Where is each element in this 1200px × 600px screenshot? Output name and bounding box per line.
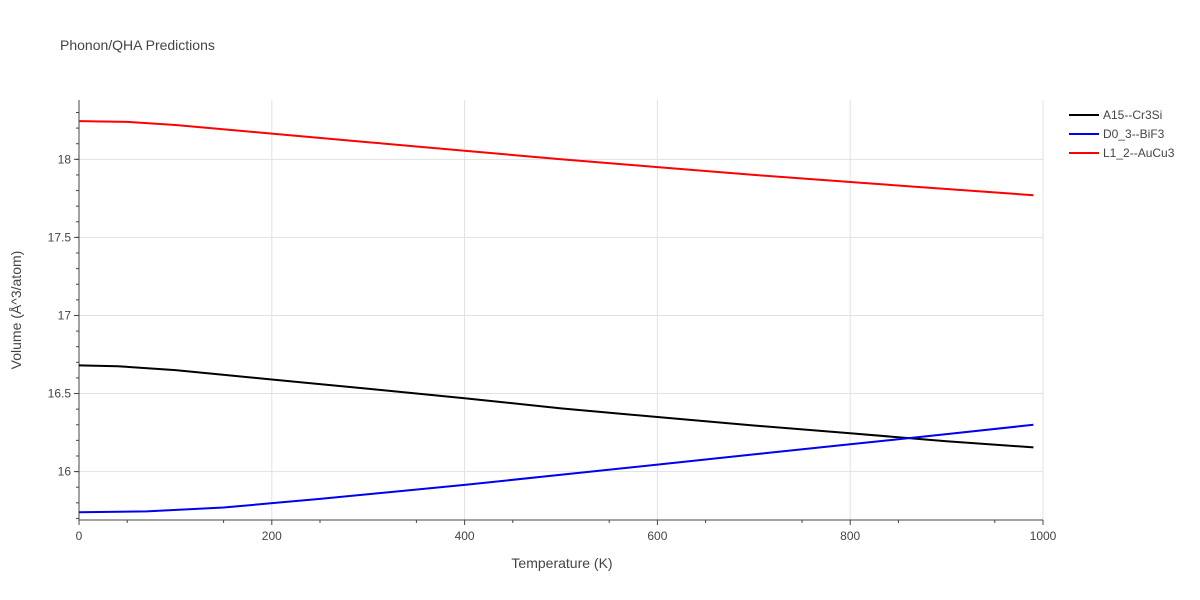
x-axis-title: Temperature (K) — [511, 555, 612, 571]
series-line-d0-3-bif3 — [78, 423, 1034, 514]
legend-label: D0_3--BiF3 — [1103, 127, 1165, 141]
x-tick-label: 1000 — [1030, 529, 1057, 543]
chart-title: Phonon/QHA Predictions — [60, 37, 215, 53]
legend-item[interactable]: A15--Cr3Si — [1069, 108, 1162, 122]
grid — [79, 100, 1044, 520]
x-tick-label: 200 — [262, 529, 282, 543]
axes: 0 200 400 600 800 1000 16 16.5 17 17.5 18 — [48, 100, 1057, 543]
y-tick-label: 18 — [58, 152, 72, 166]
series-line-l1-2-aucu3 — [78, 120, 1034, 197]
legend-label: A15--Cr3Si — [1103, 108, 1162, 122]
legend[interactable]: A15--Cr3Si D0_3--BiF3 L1_2--AuCu3 — [1069, 108, 1175, 160]
legend-label: L1_2--AuCu3 — [1103, 146, 1175, 160]
x-tick-label: 600 — [647, 529, 667, 543]
series-line-a15-cr3si — [78, 364, 1034, 449]
y-tick-label: 16.5 — [48, 387, 72, 401]
legend-item[interactable]: L1_2--AuCu3 — [1069, 146, 1175, 160]
x-tick-label: 800 — [840, 529, 860, 543]
x-tick-label: 400 — [455, 529, 475, 543]
y-tick-label: 16 — [58, 465, 72, 479]
x-tick-label: 0 — [76, 529, 83, 543]
y-tick-label: 17.5 — [48, 230, 72, 244]
y-tick-label: 17 — [58, 308, 72, 322]
y-axis-title: Volume (Å^3/atom) — [8, 251, 24, 370]
legend-item[interactable]: D0_3--BiF3 — [1069, 127, 1165, 141]
series-lines — [78, 120, 1034, 514]
